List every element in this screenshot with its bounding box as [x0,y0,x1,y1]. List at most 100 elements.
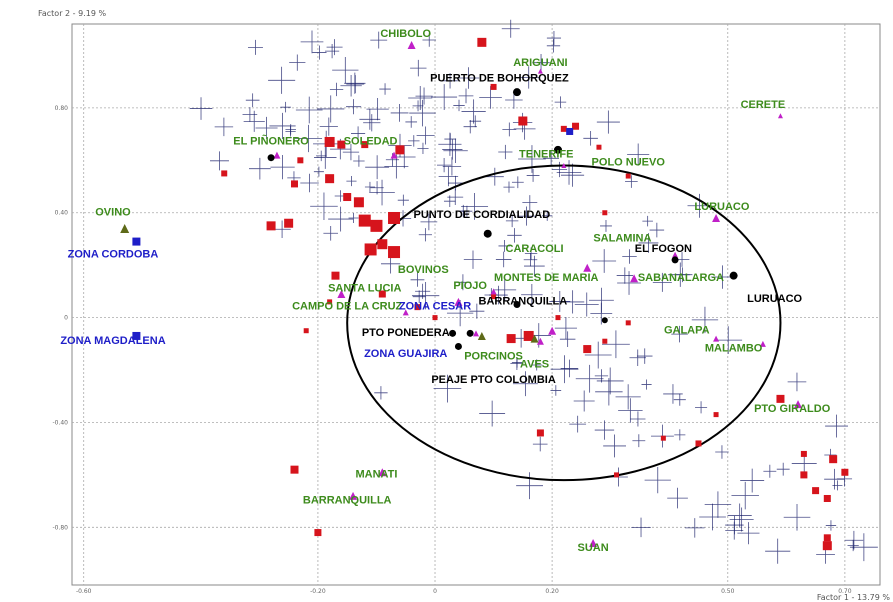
cross-marker [209,151,229,171]
cross-marker [592,249,617,273]
cross-marker [725,521,744,540]
point-label: ARIGUANI [513,57,567,69]
point-label: MANATI [355,469,397,481]
cross-marker [522,195,538,211]
cross-marker [433,374,462,403]
square-marker [353,197,364,208]
cross-marker [420,213,438,231]
cross-marker [551,161,568,178]
cross-marker [498,144,513,160]
cross-marker [280,101,291,113]
cross-marker [763,464,777,478]
square-marker [506,334,516,344]
supplementary-crosses [189,19,878,564]
cross-marker [268,66,296,94]
cross-marker [353,155,365,167]
point-label: PTO PONEDERA [362,327,450,339]
chart-labels: CHIBOLO ARIGUANI PUERTO DE BOHORQUEZ CERETE… [60,28,830,554]
cross-marker [652,272,672,292]
triangle-marker [490,288,497,295]
cross-marker [832,480,843,491]
cross-marker [431,84,458,110]
cross-marker [495,251,512,268]
cross-marker [765,538,791,564]
cross-marker [453,99,465,112]
cross-marker [517,66,540,89]
point-label: MONTES DE MARIA [494,272,599,284]
cross-marker [418,228,432,242]
square-marker [829,455,838,464]
cross-marker [523,252,538,267]
dot-marker [601,317,608,324]
point-label: TENERIFE [519,149,573,161]
square-marker [377,239,388,250]
triangle-marker [548,326,557,335]
dot-marker [553,145,562,154]
cross-marker [447,189,464,206]
triangle-marker [630,274,639,283]
point-label: OVINO [95,206,131,218]
point-label: SANTA LUCIA [328,282,401,294]
cross-marker [379,83,391,95]
cross-marker [731,481,759,510]
cross-marker [503,181,515,193]
cross-marker [351,126,366,141]
cross-marker [649,222,665,238]
cross-marker [622,249,637,264]
cross-marker [636,348,653,364]
cross-marker [410,272,425,287]
cross-marker [463,250,483,269]
cross-marker [644,466,671,494]
cross-marker [479,86,502,109]
dot-marker [449,329,457,337]
square-marker [823,494,831,502]
square-marker [327,299,333,305]
cross-marker [405,116,418,128]
cross-marker [269,112,296,140]
point-label: SOLEDAD [344,136,398,148]
dot-marker [671,256,679,264]
cross-marker [416,126,435,145]
cross-marker [242,107,258,122]
cross-marker [674,429,686,441]
cross-marker [584,341,612,369]
triangle-marker [759,340,766,347]
zone-square-marker [132,237,141,246]
square-marker [325,174,335,184]
cross-marker [625,175,638,188]
chart-marks [120,37,849,551]
cross-marker [641,379,652,390]
cross-marker [524,255,545,277]
cross-marker [516,472,543,500]
cross-marker [531,359,543,371]
triangle-marker [407,40,416,49]
triangle-marker [402,309,409,316]
point-label: PEAJE PTO COLOMBIA [431,374,556,386]
cross-marker [328,206,354,232]
cross-marker [189,97,213,120]
cross-marker [844,530,864,550]
cross-marker [346,176,357,187]
cross-marker [243,110,265,132]
square-marker [477,37,487,47]
cross-marker [245,93,260,108]
cross-marker [295,96,323,124]
cross-marker [704,491,732,518]
cross-marker [699,503,726,531]
cross-marker [542,210,553,221]
cross-marker [594,369,609,383]
square-marker [331,271,340,280]
cross-marker [532,436,548,452]
cross-marker [549,290,571,312]
cross-marker [346,75,365,94]
cross-marker [319,117,338,136]
cross-marker [485,167,504,186]
cross-marker [691,306,719,334]
square-marker [432,315,438,321]
triangle-marker [349,491,358,500]
square-marker [324,136,335,147]
cross-marker [737,522,760,545]
plot-frame [71,23,881,586]
triangle-marker [712,213,721,222]
